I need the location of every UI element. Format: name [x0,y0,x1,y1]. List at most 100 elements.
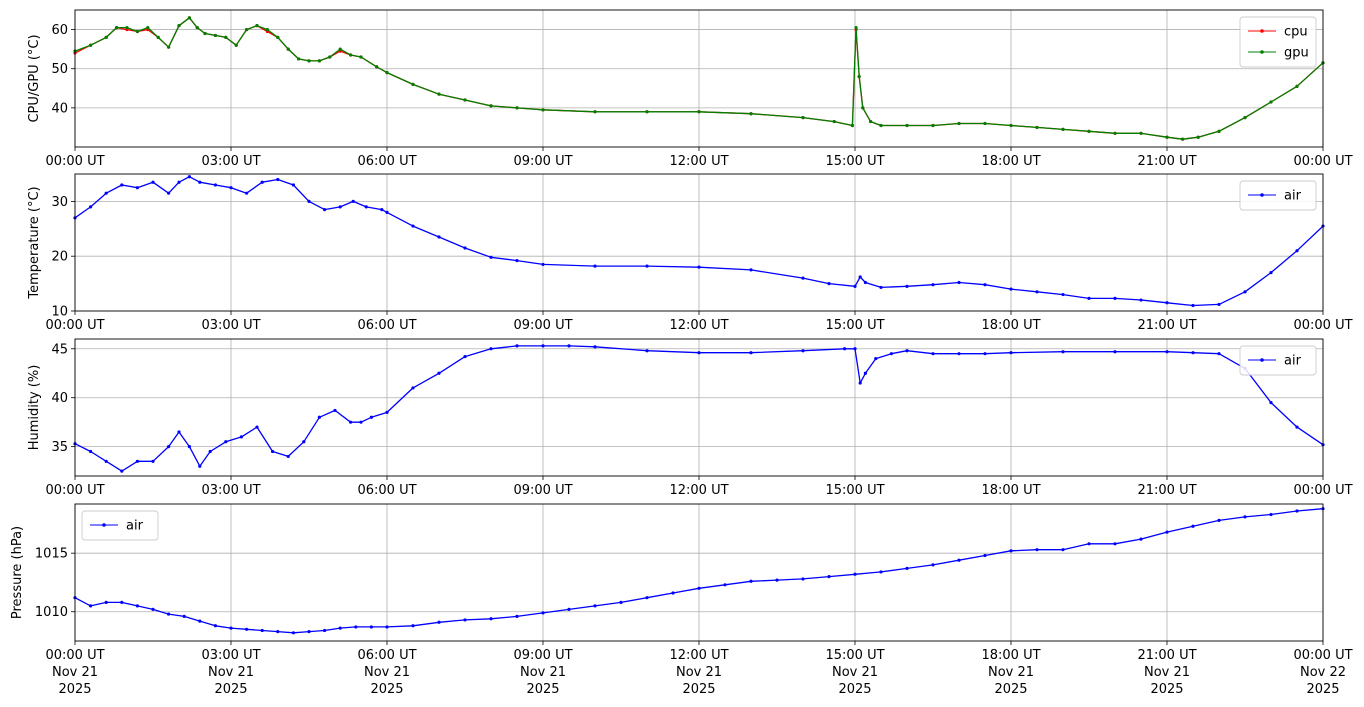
data-point [89,205,93,209]
data-point [151,459,155,463]
x-tick-label: 03:00 UT [201,648,260,663]
data-point [104,459,108,463]
data-point [234,43,238,47]
data-point [135,604,139,608]
data-point [1009,351,1013,355]
axes-frame [74,173,1324,312]
x-tick-date-label: 2025 [838,682,871,697]
x-tick-date-label: 2025 [214,682,247,697]
data-point [645,349,649,353]
legend-label: air [1284,354,1302,369]
data-point [957,352,961,356]
data-point [177,24,181,28]
data-point [224,35,228,40]
data-point [364,205,368,209]
data-point [359,55,363,59]
data-point [125,26,129,30]
x-tick-date-label: Nov 21 [1144,665,1190,680]
data-point [104,600,108,604]
data-point [879,123,883,128]
data-point [115,26,119,30]
data-point [177,430,181,434]
data-point [645,596,649,600]
data-point [1087,296,1091,300]
data-point [723,583,727,587]
data-point [286,454,290,459]
data-point [1165,530,1169,534]
data-point [323,628,327,633]
series-points-air [73,175,1325,308]
data-point [260,628,264,633]
data-point [255,425,259,429]
data-point [385,71,389,75]
legend-box [1239,16,1317,68]
data-point [1035,125,1039,130]
legend-swatch-marker [1260,50,1264,54]
x-tick-date-label: Nov 22 [1300,665,1346,680]
data-point [905,284,909,288]
x-tick-date-label: 2025 [58,682,91,697]
panel-2: 00:00 UT 03:00 UT 06:00 UT 09:00 UT 12:00 UT… [27,173,1353,333]
data-point [1113,350,1117,354]
data-point [697,351,701,355]
legend-swatch-marker [102,523,106,527]
data-point [338,47,342,51]
data-point [853,572,857,576]
x-tick-date-label: 2025 [682,682,715,697]
x-tick-label: 00:00 UT [45,154,104,169]
data-point [380,208,384,212]
data-point [1243,290,1247,294]
data-point [245,191,249,195]
legend-swatch-marker [1260,29,1264,33]
data-point [385,410,389,414]
data-point [182,614,186,619]
data-point [1165,350,1169,354]
data-point [120,469,124,473]
x-tick-label: 00:00 UT [1293,648,1352,663]
y-tick-label: 30 [51,195,68,210]
data-point [411,624,415,628]
legend-swatch-marker [1260,193,1264,197]
data-point [1087,542,1091,546]
data-point [146,26,150,30]
data-point [931,563,935,567]
data-point [307,199,311,203]
data-point [229,626,233,630]
x-tick-label: 12:00 UT [669,318,728,333]
data-point [619,600,623,604]
data-point [307,59,311,63]
data-point [863,280,868,285]
data-point [1217,518,1221,522]
data-point [1061,127,1065,131]
x-tick-date-label: Nov 21 [520,665,566,680]
x-tick-label: 18:00 UT [981,154,1040,169]
data-point [697,265,701,269]
panel-3: 00:00 UT 03:00 UT 06:00 UT 09:00 UT 12:00 UT… [27,338,1353,498]
x-tick-label: 09:00 UT [513,483,572,498]
data-point [89,449,93,454]
data-point [463,618,467,622]
data-point [827,574,831,579]
data-point [869,119,873,124]
data-point [931,283,935,287]
data-point [957,280,961,285]
data-point [437,235,441,239]
data-point [349,53,353,57]
legend-box [1239,345,1317,376]
data-point [151,180,155,184]
data-point [1165,135,1169,139]
data-point [187,445,191,449]
data-point [89,43,93,47]
data-point [317,59,321,63]
data-point [1035,548,1039,552]
y-tick-label: 50 [51,62,68,77]
data-point [489,104,493,108]
data-point [1113,131,1117,135]
data-point [593,264,597,268]
data-point [333,408,337,413]
data-point [328,55,332,59]
data-point [1196,135,1200,139]
x-tick-date-label: 2025 [526,682,559,697]
data-point [801,349,805,353]
data-point [1217,129,1221,133]
